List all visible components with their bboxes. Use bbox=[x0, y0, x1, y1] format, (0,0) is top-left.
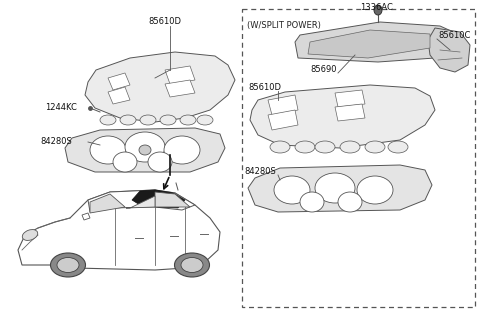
Ellipse shape bbox=[300, 192, 324, 212]
Polygon shape bbox=[250, 85, 435, 148]
Polygon shape bbox=[335, 104, 365, 121]
Text: 85610D: 85610D bbox=[248, 84, 281, 93]
Ellipse shape bbox=[270, 141, 290, 153]
Ellipse shape bbox=[175, 253, 209, 277]
Ellipse shape bbox=[197, 115, 213, 125]
Polygon shape bbox=[335, 90, 365, 107]
Polygon shape bbox=[90, 194, 125, 213]
Polygon shape bbox=[155, 192, 190, 207]
Polygon shape bbox=[248, 165, 432, 212]
Text: 84280S: 84280S bbox=[244, 167, 276, 177]
Polygon shape bbox=[165, 66, 195, 84]
Ellipse shape bbox=[90, 136, 126, 164]
Polygon shape bbox=[428, 28, 470, 72]
Text: 84280S: 84280S bbox=[40, 137, 72, 146]
Ellipse shape bbox=[57, 258, 79, 273]
Polygon shape bbox=[108, 73, 130, 90]
Polygon shape bbox=[85, 52, 235, 122]
Ellipse shape bbox=[338, 192, 362, 212]
Ellipse shape bbox=[140, 115, 156, 125]
Text: 85610C: 85610C bbox=[438, 30, 470, 39]
Ellipse shape bbox=[295, 141, 315, 153]
Ellipse shape bbox=[315, 141, 335, 153]
Ellipse shape bbox=[357, 176, 393, 204]
Ellipse shape bbox=[274, 176, 310, 204]
Ellipse shape bbox=[120, 115, 136, 125]
Ellipse shape bbox=[100, 115, 116, 125]
Ellipse shape bbox=[139, 145, 151, 155]
Polygon shape bbox=[108, 87, 130, 104]
Ellipse shape bbox=[181, 258, 203, 273]
Ellipse shape bbox=[113, 152, 137, 172]
Polygon shape bbox=[126, 196, 155, 208]
Ellipse shape bbox=[365, 141, 385, 153]
Polygon shape bbox=[65, 128, 225, 172]
Bar bbox=[242, 9, 475, 307]
Polygon shape bbox=[82, 213, 90, 220]
Polygon shape bbox=[268, 110, 298, 130]
Polygon shape bbox=[308, 30, 430, 58]
Polygon shape bbox=[295, 22, 460, 62]
Ellipse shape bbox=[50, 253, 85, 277]
Text: 1244KC: 1244KC bbox=[45, 104, 77, 112]
Text: 1336AC: 1336AC bbox=[360, 3, 393, 13]
Text: 85690: 85690 bbox=[310, 65, 336, 74]
Ellipse shape bbox=[180, 115, 196, 125]
Polygon shape bbox=[132, 190, 185, 208]
Polygon shape bbox=[268, 95, 298, 115]
Ellipse shape bbox=[148, 152, 172, 172]
Ellipse shape bbox=[164, 136, 200, 164]
Ellipse shape bbox=[388, 141, 408, 153]
Ellipse shape bbox=[22, 229, 38, 240]
Polygon shape bbox=[88, 190, 195, 212]
Text: 85610D: 85610D bbox=[148, 18, 181, 27]
Text: (W/SPLIT POWER): (W/SPLIT POWER) bbox=[247, 21, 321, 30]
Ellipse shape bbox=[125, 132, 165, 162]
Polygon shape bbox=[18, 190, 220, 270]
Ellipse shape bbox=[340, 141, 360, 153]
Ellipse shape bbox=[160, 115, 176, 125]
Polygon shape bbox=[165, 80, 195, 97]
Ellipse shape bbox=[374, 5, 382, 15]
Ellipse shape bbox=[315, 173, 355, 203]
